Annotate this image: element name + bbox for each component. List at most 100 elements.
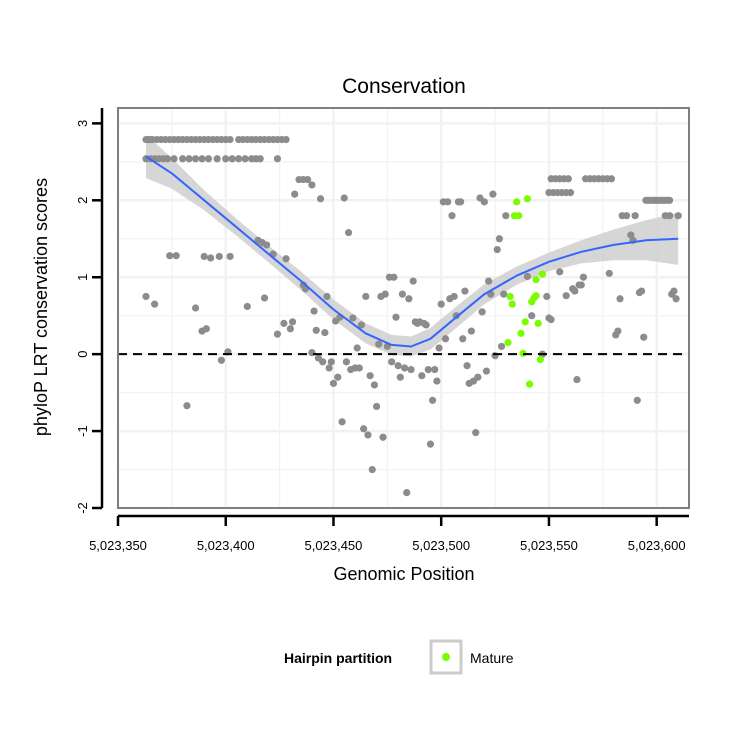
- data-point: [179, 155, 187, 163]
- x-tick-label: 5,023,450: [305, 538, 363, 553]
- smooth-line: [145, 155, 679, 348]
- data-point: [463, 362, 471, 370]
- data-point: [166, 252, 174, 260]
- data-point: [441, 335, 450, 343]
- legend-title: Hairpin partition: [284, 650, 392, 666]
- data-point: [183, 402, 191, 410]
- smooth-confidence-band: [146, 134, 679, 357]
- data-point: [627, 231, 635, 239]
- data-point: [342, 358, 350, 366]
- data-point: [459, 335, 467, 343]
- data-point-mature: [532, 292, 540, 300]
- data-point: [243, 302, 251, 311]
- data-point: [396, 373, 404, 381]
- x-tick-label: 5,023,550: [520, 538, 578, 553]
- data-point: [198, 155, 206, 163]
- data-point-mature: [532, 275, 540, 284]
- data-point: [191, 155, 200, 163]
- data-point: [334, 373, 342, 381]
- data-point: [273, 330, 282, 338]
- data-point: [372, 402, 381, 411]
- data-point: [312, 326, 320, 334]
- data-point: [213, 155, 221, 163]
- data-point: [672, 295, 680, 303]
- data-point: [366, 372, 374, 380]
- data-point: [579, 273, 588, 281]
- data-point: [398, 290, 407, 298]
- data-point: [241, 155, 249, 163]
- data-point: [370, 381, 379, 389]
- data-point: [357, 321, 366, 329]
- data-point: [448, 212, 456, 220]
- data-point: [444, 198, 452, 206]
- data-point: [379, 433, 387, 441]
- y-tick-label: -1: [75, 425, 90, 437]
- legend-label-mature: Mature: [470, 650, 514, 666]
- data-point-mature: [517, 329, 525, 337]
- data-point: [327, 358, 335, 366]
- data-point: [260, 294, 269, 302]
- data-point: [353, 344, 361, 352]
- data-point: [319, 358, 327, 366]
- data-point: [435, 344, 443, 352]
- data-point: [543, 292, 551, 301]
- data-point: [489, 190, 497, 198]
- data-point: [308, 181, 316, 189]
- chart-title: Conservation: [342, 75, 466, 98]
- data-point: [388, 358, 396, 366]
- data-point: [666, 196, 674, 204]
- data-point-mature: [525, 380, 534, 388]
- data-point: [478, 308, 486, 316]
- data-point-mature: [534, 319, 542, 327]
- data-point: [323, 292, 331, 301]
- x-axis-title: Genomic Position: [333, 564, 474, 584]
- data-point: [204, 155, 213, 163]
- panel-background: [118, 108, 689, 508]
- data-point: [228, 155, 236, 163]
- data-point: [316, 195, 325, 203]
- data-point: [493, 245, 501, 254]
- data-point: [256, 155, 264, 163]
- data-point: [151, 300, 159, 308]
- y-tick-label: 2: [75, 197, 90, 204]
- data-point-mature: [504, 339, 512, 347]
- data-point: [170, 155, 178, 163]
- data-point: [424, 365, 432, 374]
- data-point: [433, 377, 441, 385]
- y-axis-title: phyloP LRT conservation scores: [31, 178, 51, 436]
- data-point: [482, 367, 491, 375]
- data-point-mature: [523, 195, 531, 203]
- data-point: [497, 342, 506, 351]
- data-point: [472, 429, 480, 437]
- data-point: [403, 489, 411, 497]
- data-point-mature: [513, 198, 521, 206]
- data-point: [200, 252, 208, 261]
- data-point: [431, 365, 439, 374]
- data-point: [273, 155, 282, 163]
- data-point: [640, 333, 648, 341]
- data-point-mature: [521, 318, 529, 326]
- y-tick-label: -2: [75, 502, 90, 514]
- data-point: [528, 312, 536, 320]
- data-point: [215, 252, 223, 261]
- legend-key-mature-icon: [442, 653, 450, 661]
- data-point: [495, 235, 503, 243]
- data-point: [329, 379, 338, 387]
- data-point: [362, 292, 370, 301]
- data-point: [631, 212, 639, 220]
- data-point: [428, 396, 437, 404]
- data-point: [280, 319, 288, 327]
- data-point: [426, 440, 435, 448]
- data-point: [418, 372, 426, 380]
- data-point: [360, 425, 368, 433]
- data-point: [355, 364, 363, 372]
- data-point: [368, 465, 376, 474]
- data-point: [282, 135, 290, 144]
- data-point: [207, 254, 215, 262]
- data-point: [556, 268, 564, 276]
- data-point: [390, 273, 398, 281]
- data-point: [457, 198, 465, 206]
- y-tick-label: 3: [75, 120, 90, 127]
- legend: Hairpin partition Mature: [284, 639, 514, 675]
